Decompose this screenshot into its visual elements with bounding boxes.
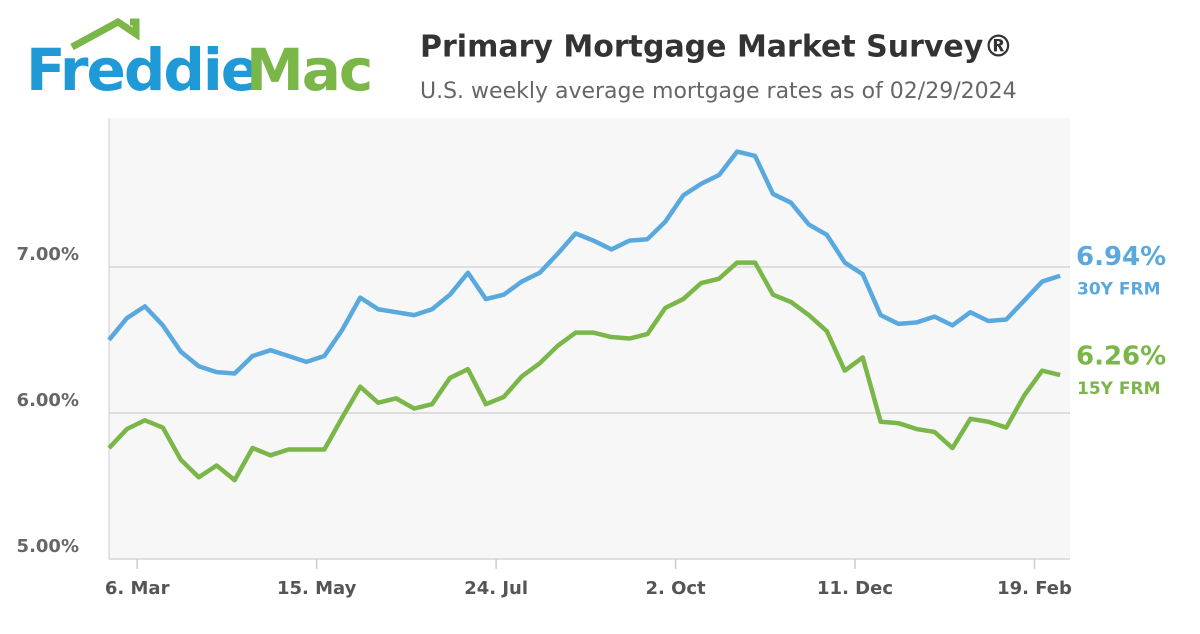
- line-series: [107, 260, 1061, 483]
- x-tick-label: 24. Jul: [464, 578, 528, 599]
- x-tick-label: 19. Feb: [997, 578, 1072, 599]
- y-tick-label: 6.00%: [17, 390, 79, 411]
- line-series: [107, 149, 1061, 376]
- x-tick-label: 11. Dec: [817, 578, 893, 599]
- logo-freddie: Freddie: [26, 36, 258, 104]
- logo-roof: [70, 17, 140, 51]
- end-value-label: 6.26%: [1076, 342, 1166, 372]
- x-tick-label: 6. Mar: [105, 578, 170, 599]
- legend-label: 15Y FRM: [1077, 379, 1161, 399]
- logo-mac: Mac: [246, 36, 371, 104]
- y-tick-label: 7.00%: [17, 244, 79, 265]
- y-tick-label: 5.00%: [17, 536, 79, 557]
- x-tick-label: 2. Oct: [645, 578, 706, 599]
- chart-title: Primary Mortgage Market Survey®: [420, 30, 1013, 65]
- plot-area: [109, 118, 1070, 559]
- end-value-label: 6.94%: [1076, 242, 1166, 272]
- x-tick-label: 15. May: [277, 578, 357, 599]
- legend-label: 30Y FRM: [1077, 280, 1161, 300]
- chart-subtitle: U.S. weekly average mortgage rates as of…: [420, 79, 1017, 104]
